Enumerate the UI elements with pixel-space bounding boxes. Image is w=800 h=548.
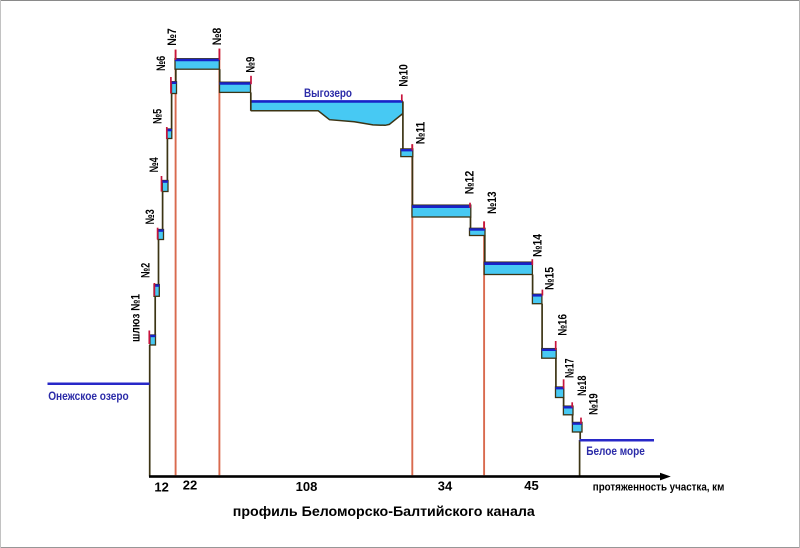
svg-text:№9: №9 xyxy=(244,57,258,73)
svg-text:108: 108 xyxy=(296,479,318,494)
svg-text:№8: №8 xyxy=(210,28,224,46)
svg-text:№11: №11 xyxy=(414,122,428,145)
svg-text:№3: №3 xyxy=(143,209,157,224)
svg-text:45: 45 xyxy=(524,478,538,493)
svg-text:22: 22 xyxy=(183,477,197,492)
svg-text:№2: №2 xyxy=(139,263,153,278)
svg-text:№4: №4 xyxy=(147,157,161,172)
svg-text:№14: №14 xyxy=(530,234,544,257)
svg-text:№5: №5 xyxy=(151,109,165,124)
svg-text:12: 12 xyxy=(154,480,168,495)
svg-text:Белое море: Белое море xyxy=(586,444,645,458)
svg-text:Выгозеро: Выгозеро xyxy=(304,86,352,100)
svg-text:№17: №17 xyxy=(563,358,577,378)
svg-text:№15: №15 xyxy=(543,267,557,290)
svg-text:№12: №12 xyxy=(462,171,476,195)
svg-text:№10: №10 xyxy=(396,64,410,87)
svg-text:№7: №7 xyxy=(165,28,179,46)
svg-text:профиль Беломорско-Балтийского: профиль Беломорско-Балтийского канала xyxy=(233,503,535,519)
svg-text:№19: №19 xyxy=(586,393,600,415)
svg-text:Онежское озеро: Онежское озеро xyxy=(48,389,129,403)
svg-text:шлюз №1: шлюз №1 xyxy=(129,294,143,342)
svg-text:№18: №18 xyxy=(575,375,589,396)
svg-text:34: 34 xyxy=(438,479,453,494)
svg-text:протяженность участка, км: протяженность участка, км xyxy=(593,482,725,494)
svg-text:№16: №16 xyxy=(556,314,570,336)
svg-text:№13: №13 xyxy=(485,191,499,214)
svg-text:№6: №6 xyxy=(154,56,168,71)
